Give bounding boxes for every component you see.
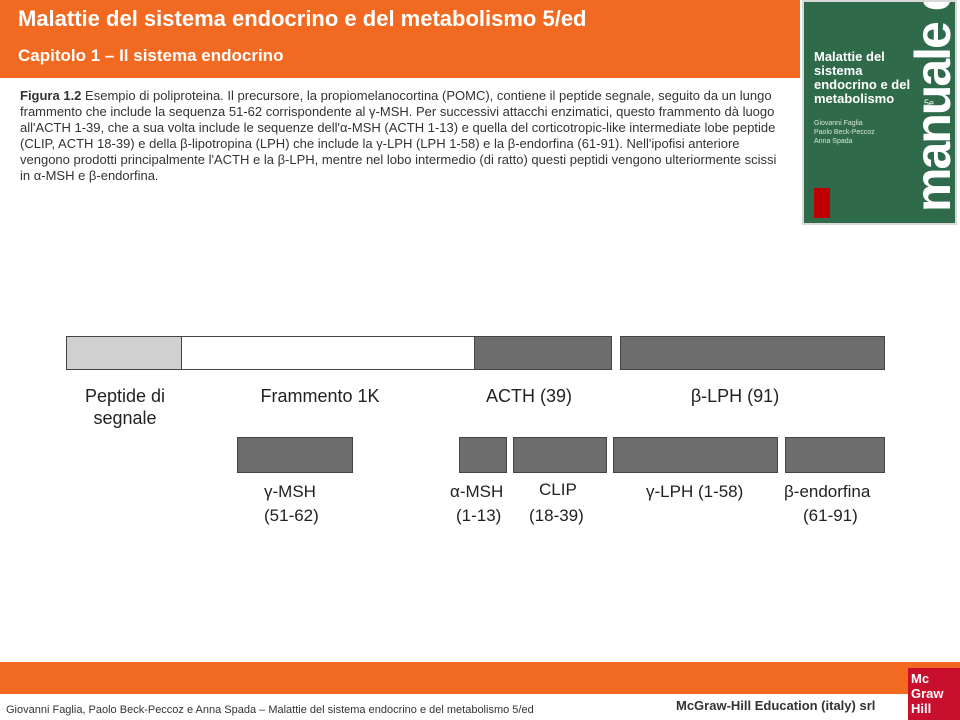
footer-bar bbox=[0, 662, 960, 694]
footer-authors: Giovanni Faglia, Paolo Beck-Peccoz e Ann… bbox=[6, 704, 534, 716]
signal-peptide-block bbox=[66, 336, 182, 370]
cover-edition: 5e bbox=[924, 98, 935, 108]
label-beta-endorphin: β-endorfina bbox=[784, 482, 871, 501]
clip-block bbox=[513, 437, 607, 473]
book-cover-image: Malattie del sistema endocrino e del met… bbox=[802, 0, 957, 225]
footer-publisher: McGraw-Hill Education (italy) srl bbox=[676, 698, 876, 713]
cover-authors: Giovanni Faglia Paolo Beck-Peccoz Anna S… bbox=[814, 120, 875, 145]
cover-title: Malattie del sistema endocrino e del met… bbox=[814, 49, 911, 106]
label-gamma-msh-range: (51-62) bbox=[264, 506, 319, 525]
label-alpha-msh-range: (1-13) bbox=[456, 506, 502, 525]
figure-caption-text: Esempio di poliproteina. Il precursore, … bbox=[20, 88, 777, 183]
gamma-msh-block bbox=[237, 437, 353, 473]
beta-endorphin-block bbox=[785, 437, 885, 473]
label-gamma-lph: γ-LPH (1-58) bbox=[646, 482, 744, 501]
gamma-lph-block bbox=[613, 437, 778, 473]
acth-block bbox=[474, 336, 612, 370]
label-beta-lph: β-LPH (91) bbox=[690, 386, 780, 406]
label-signal-peptide: Peptide di segnale bbox=[84, 386, 166, 428]
label-gamma-msh: γ-MSH bbox=[264, 482, 316, 501]
header-bar: Malattie del sistema endocrino e del met… bbox=[0, 0, 800, 78]
mcgraw-hill-logo: Mc Graw Hill bbox=[908, 668, 960, 720]
fragment-1k-block bbox=[181, 336, 475, 370]
figure-label: Figura 1.2 bbox=[20, 88, 82, 103]
label-acth: ACTH (39) bbox=[485, 386, 572, 406]
cover-series: manuale di bbox=[905, 0, 957, 212]
figure-caption: Figura 1.2 Esempio di poliproteina. Il p… bbox=[20, 88, 790, 184]
label-fragment-1k: Frammento 1K bbox=[260, 386, 380, 406]
beta-lph-block bbox=[620, 336, 885, 370]
label-beta-endorphin-range: (61-91) bbox=[803, 506, 858, 525]
label-alpha-msh: α-MSH bbox=[450, 482, 504, 501]
cover-logo bbox=[814, 188, 830, 218]
alpha-msh-block bbox=[459, 437, 507, 473]
label-clip-range: (18-39) bbox=[529, 506, 584, 525]
page-title: Malattie del sistema endocrino e del met… bbox=[18, 6, 587, 31]
chapter-subtitle: Capitolo 1 – Il sistema endocrino bbox=[18, 46, 284, 65]
label-clip: CLIP bbox=[539, 480, 577, 499]
